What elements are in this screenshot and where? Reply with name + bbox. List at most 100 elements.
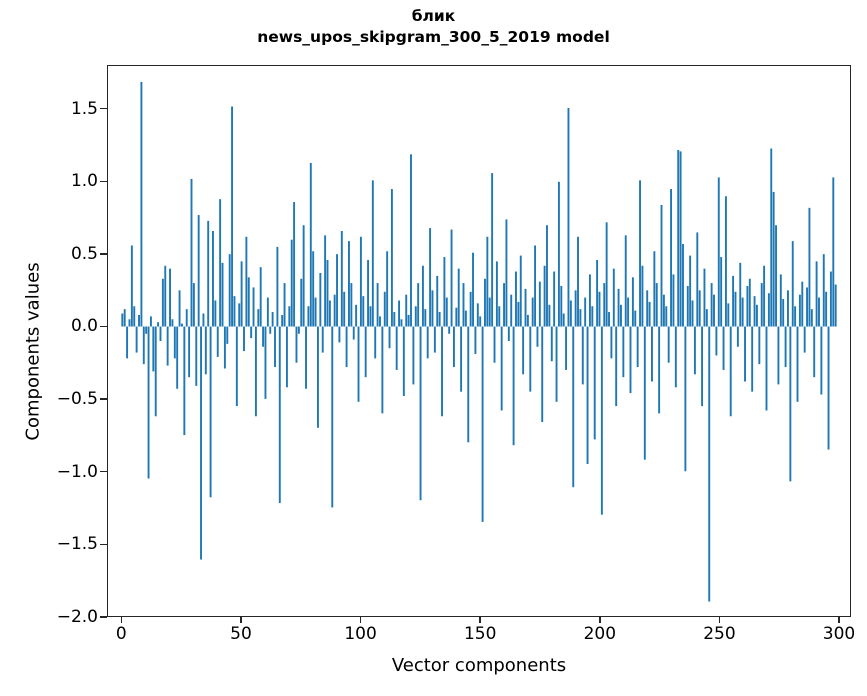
bar — [600, 326, 603, 515]
bar — [708, 326, 711, 602]
bar — [548, 304, 551, 327]
bar — [705, 309, 708, 327]
bar — [577, 236, 579, 327]
bar — [429, 228, 432, 327]
bar — [362, 296, 365, 327]
bar — [691, 300, 694, 327]
bar — [283, 283, 286, 327]
bar — [526, 314, 529, 327]
y-tick-label: −0.5 — [56, 389, 98, 410]
bar — [450, 229, 453, 327]
bar — [758, 326, 761, 365]
bar — [808, 207, 811, 327]
bar — [624, 235, 627, 327]
bar — [572, 326, 575, 488]
x-tick-label: 100 — [344, 624, 377, 644]
bar — [787, 290, 789, 327]
bar — [376, 283, 379, 327]
bar — [500, 326, 503, 411]
bar — [612, 268, 615, 327]
bar — [665, 306, 668, 327]
bar — [178, 290, 181, 327]
bar — [820, 326, 823, 395]
bar — [345, 326, 348, 368]
bar — [149, 316, 152, 327]
bar — [369, 306, 372, 327]
bar — [197, 215, 200, 327]
bar — [262, 326, 265, 347]
bar — [727, 303, 730, 327]
bar — [176, 326, 179, 389]
bar — [732, 275, 735, 327]
bar — [221, 262, 224, 327]
bar — [285, 326, 288, 388]
bar — [400, 319, 403, 327]
bar — [658, 326, 661, 414]
bar — [717, 177, 720, 327]
bar — [135, 326, 138, 353]
bar — [744, 326, 746, 382]
y-tick-label: −1.5 — [56, 534, 98, 555]
bar — [565, 326, 568, 370]
bar — [722, 326, 725, 370]
y-tick-mark — [100, 253, 107, 255]
bar — [314, 297, 317, 327]
bar — [154, 326, 157, 417]
bar — [235, 326, 238, 407]
bar — [775, 225, 777, 327]
bar — [763, 265, 766, 327]
y-tick-mark — [100, 180, 107, 182]
bar — [438, 312, 441, 327]
y-tick-label: −1.0 — [56, 461, 98, 482]
bar — [302, 225, 305, 327]
bar — [462, 283, 465, 327]
bar — [455, 307, 458, 327]
bar — [689, 255, 692, 327]
bar — [393, 312, 396, 327]
bar — [739, 262, 742, 327]
bar — [166, 326, 169, 366]
bar — [584, 297, 587, 327]
bar — [452, 326, 455, 368]
bar — [274, 326, 276, 368]
bar — [157, 322, 160, 327]
bar — [381, 326, 384, 414]
plot-area — [107, 65, 851, 617]
bar — [474, 326, 477, 355]
bar — [312, 251, 315, 327]
bar — [402, 326, 405, 396]
bar — [278, 326, 281, 504]
bar — [331, 326, 334, 508]
bar — [130, 245, 133, 327]
bar — [207, 220, 210, 327]
y-axis-label: Components values — [22, 262, 44, 441]
bar — [171, 319, 174, 327]
bar — [741, 297, 744, 327]
bar — [257, 309, 260, 327]
bar — [643, 326, 646, 460]
bar — [767, 293, 770, 327]
bar — [140, 81, 143, 327]
y-tick-label: 0.0 — [70, 316, 98, 337]
y-tick-label: 0.5 — [70, 243, 98, 264]
bar — [464, 310, 467, 327]
bar — [479, 316, 482, 327]
bar — [195, 326, 198, 386]
bar — [543, 265, 546, 327]
bar — [419, 326, 422, 501]
bar — [538, 281, 541, 327]
bar — [309, 162, 312, 327]
bar — [794, 306, 797, 327]
bar — [169, 268, 171, 327]
bar — [390, 189, 393, 327]
bar — [245, 236, 248, 327]
bar — [753, 296, 756, 327]
bar — [651, 326, 653, 382]
bar — [825, 291, 828, 327]
bar — [457, 268, 460, 327]
bar — [746, 286, 749, 327]
bar — [123, 309, 126, 327]
bar — [660, 204, 663, 327]
bar — [219, 199, 222, 327]
